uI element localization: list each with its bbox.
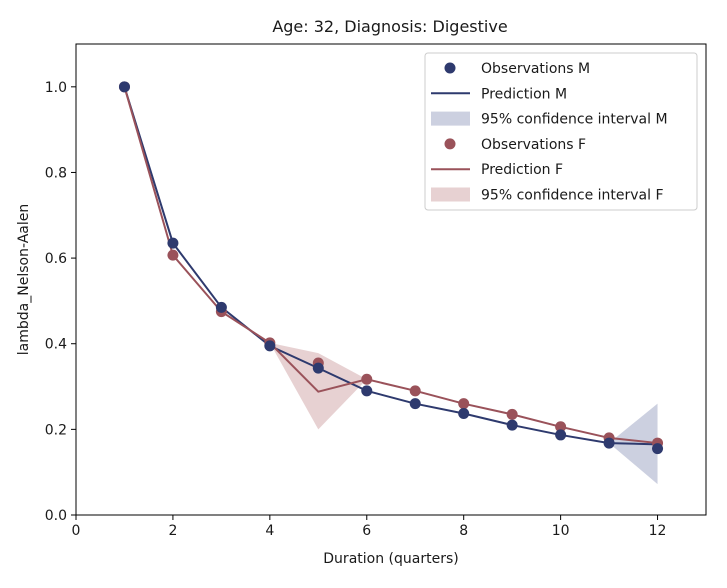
observation-point-f xyxy=(167,249,179,261)
x-axis-ticks: 0 2 4 6 8 10 12 xyxy=(72,515,667,539)
observation-point-f xyxy=(506,408,518,420)
observation-point-m xyxy=(555,429,567,441)
observation-point-f xyxy=(361,373,373,385)
y-axis-ticks: 0.0 0.2 0.4 0.6 0.8 1.0 xyxy=(45,80,76,524)
prediction-line-m xyxy=(123,86,658,446)
legend-marker-m xyxy=(444,62,456,74)
y-tick-label: 1.0 xyxy=(45,80,67,96)
y-tick-label: 0.6 xyxy=(45,251,67,267)
observation-point-m xyxy=(409,398,421,410)
x-tick-label: 0 xyxy=(72,523,81,539)
observation-point-m xyxy=(264,340,276,352)
legend-label: Prediction F xyxy=(481,162,563,178)
observation-points xyxy=(118,81,664,455)
ci-band-f xyxy=(269,342,367,430)
legend-label: Observations M xyxy=(481,61,590,77)
x-tick-label: 4 xyxy=(265,523,274,539)
y-tick-label: 0.0 xyxy=(45,508,67,524)
plot-frame xyxy=(75,43,707,516)
observation-point-m xyxy=(361,385,373,397)
chart-title: Age: 32, Diagnosis: Digestive xyxy=(272,17,507,36)
x-tick-label: 6 xyxy=(362,523,371,539)
observation-point-f xyxy=(409,385,421,397)
legend-label: Observations F xyxy=(481,137,586,153)
y-axis-label: lambda_Nelson-Aalen xyxy=(16,204,32,355)
legend-label: Prediction M xyxy=(481,86,567,102)
observation-point-m xyxy=(312,362,324,374)
legend-box xyxy=(424,52,698,211)
x-tick-label: 12 xyxy=(649,523,667,539)
legend-band-f xyxy=(431,187,470,202)
legend-label: 95% confidence interval F xyxy=(481,188,664,204)
x-axis-label: Duration (quarters) xyxy=(323,551,458,567)
x-tick-label: 10 xyxy=(552,523,570,539)
observation-point-m xyxy=(652,443,664,455)
observation-point-m xyxy=(458,408,470,420)
legend-label: 95% confidence interval M xyxy=(481,112,668,128)
observation-point-m xyxy=(118,81,130,93)
y-tick-label: 0.8 xyxy=(45,165,67,181)
legend-marker-f xyxy=(444,138,456,150)
y-tick-label: 0.4 xyxy=(45,337,67,353)
observation-point-m xyxy=(603,437,615,449)
observation-point-f xyxy=(555,421,567,433)
prediction-lines xyxy=(123,86,658,446)
observation-point-m xyxy=(506,419,518,431)
observation-point-m xyxy=(215,301,227,313)
y-tick-label: 0.2 xyxy=(45,422,67,438)
x-tick-label: 2 xyxy=(168,523,177,539)
x-tick-label: 8 xyxy=(459,523,468,539)
legend-band-m xyxy=(431,111,470,126)
legend: Observations M Prediction M 95% confidence… xyxy=(424,52,698,211)
observation-point-m xyxy=(167,237,179,249)
prediction-line-f xyxy=(123,86,658,445)
observation-point-f xyxy=(458,398,470,410)
